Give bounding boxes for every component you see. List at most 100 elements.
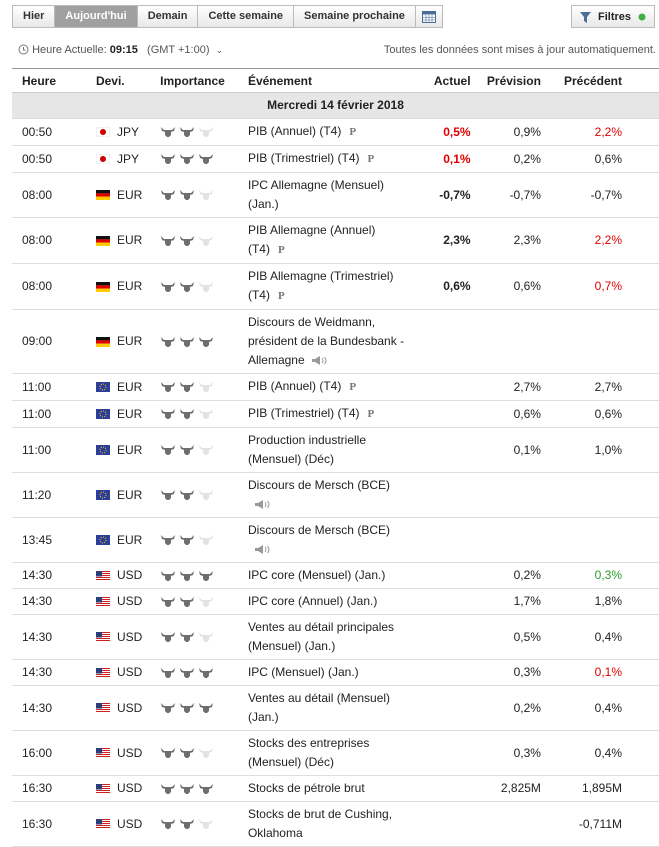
event-cell: Stocks de pétrole brut xyxy=(247,775,424,802)
actual: 0,5% xyxy=(443,124,471,139)
forecast-cell xyxy=(474,472,545,518)
event-row[interactable]: 11:00 EUR PIB (Trimestriel) (T4) P 0,6% 0,6% xyxy=(12,400,659,428)
tab[interactable]: Cette semaine xyxy=(197,5,294,28)
tab[interactable]: Hier xyxy=(12,5,55,28)
previous-cell: 0,6% xyxy=(544,145,659,173)
event-row[interactable]: 00:50 JPY PIB (Annuel) (T4) P 0,5% 0,9% 2,2% xyxy=(12,118,659,146)
event-row[interactable]: 11:20 EUR Discours de Mersch (BCE) xyxy=(12,472,659,518)
event-row[interactable]: 08:00 EUR PIB Allemagne (Trimestriel) (T4)… xyxy=(12,263,659,310)
event-cell: PIB (Trimestriel) (T4) P xyxy=(247,400,424,428)
actual-cell xyxy=(423,801,475,847)
currency-cell: EUR xyxy=(95,472,161,518)
actual-cell: 0,5% xyxy=(423,118,475,146)
importance-icon xyxy=(199,235,214,246)
tab[interactable]: Semaine prochaine xyxy=(293,5,415,28)
event-row[interactable]: 14:30 USD Ventes au détail principales (Me… xyxy=(12,614,659,660)
actual-cell xyxy=(423,400,475,428)
event[interactable]: Production industrielle (Mensuel) (Déc) xyxy=(247,433,367,466)
flag xyxy=(95,667,110,678)
currency-cell: USD xyxy=(95,801,161,847)
event[interactable]: Stocks de brut de Cushing, Oklahoma xyxy=(247,807,393,840)
previous-cell: -0,7% xyxy=(544,172,659,218)
tab[interactable]: Demain xyxy=(136,5,198,28)
event[interactable]: Ventes au détail (Mensuel) (Jan.) xyxy=(247,691,391,724)
forecast: 0,3% xyxy=(513,665,541,679)
event[interactable]: Discours de Mersch (BCE) xyxy=(247,478,390,492)
date: Mercredi 14 février 2018 xyxy=(12,92,659,119)
forecast-cell: 0,6% xyxy=(474,263,545,310)
time: 16:30 xyxy=(12,801,96,847)
currency-cell: USD xyxy=(95,730,161,776)
flag xyxy=(95,190,110,201)
forecast-cell: -0,7% xyxy=(474,172,545,218)
previous: 0,1% xyxy=(594,665,622,679)
tab[interactable]: Aujourd'hui xyxy=(54,5,137,28)
event-row[interactable]: 11:00 EUR Production industrielle (Mensuel… xyxy=(12,427,659,473)
flag xyxy=(95,748,110,759)
event[interactable]: IPC (Mensuel) (Jan.) xyxy=(247,665,359,679)
actual-cell xyxy=(423,517,475,563)
event-row[interactable]: 08:00 EUR PIB Allemagne (Annuel) (T4) P 2,3%… xyxy=(12,217,659,264)
event-row[interactable]: 14:30 USD IPC core (Annuel) (Jan.) 1,7% 1,8% xyxy=(12,588,659,615)
event[interactable]: IPC core (Mensuel) (Jan.) xyxy=(247,568,386,582)
currency-cell: USD xyxy=(95,775,161,802)
filters-button[interactable]: Filtres xyxy=(571,5,655,28)
event-row[interactable]: 14:30 USD IPC (Mensuel) (Jan.) 0,3% 0,1% xyxy=(12,659,659,686)
speech-icon xyxy=(311,353,329,367)
event[interactable]: Stocks de pétrole brut xyxy=(247,781,365,795)
currency: EUR xyxy=(116,487,143,502)
event-cell: IPC core (Mensuel) (Jan.) xyxy=(247,562,424,589)
event[interactable]: IPC core (Annuel) (Jan.) xyxy=(247,594,378,608)
importance xyxy=(160,588,248,615)
badge: P xyxy=(277,290,285,302)
flag xyxy=(95,382,110,393)
currency: USD xyxy=(116,816,143,831)
event[interactable]: Stocks des entreprises (Mensuel) (Déc) xyxy=(247,736,370,769)
previous-cell: 0,3% xyxy=(544,562,659,589)
importance-icon xyxy=(199,490,214,501)
forecast-cell: 2,3% xyxy=(474,217,545,264)
event-row[interactable]: 13:45 EUR Discours de Mersch (BCE) xyxy=(12,517,659,563)
previous-cell: 0,4% xyxy=(544,614,659,660)
event-row[interactable]: 14:30 USD IPC core (Mensuel) (Jan.) 0,2% 0,3… xyxy=(12,562,659,589)
event[interactable]: Ventes au détail principales (Mensuel) (… xyxy=(247,620,395,653)
importance-level xyxy=(160,746,217,760)
currency: JPY xyxy=(116,151,139,166)
event-row[interactable]: 08:00 EUR IPC Allemagne (Mensuel) (Jan.) -0… xyxy=(12,172,659,218)
previous-cell: 1,895M xyxy=(544,775,659,802)
importance-icon xyxy=(199,281,214,292)
calendar-button[interactable] xyxy=(414,5,443,28)
flag xyxy=(95,336,110,347)
importance-level xyxy=(160,568,217,582)
time: 14:30 xyxy=(12,562,96,589)
event[interactable]: PIB (Trimestriel) (T4) xyxy=(247,406,360,420)
importance-icon xyxy=(180,127,195,138)
event[interactable]: PIB (Trimestriel) (T4) xyxy=(247,151,360,165)
event[interactable]: PIB Allemagne (Trimestriel) (T4) xyxy=(247,269,394,302)
event-row[interactable]: 09:00 EUR Discours de Weidmann, président … xyxy=(12,309,659,374)
flag xyxy=(95,703,110,714)
importance-icon xyxy=(161,235,176,246)
importance-icon xyxy=(161,667,176,678)
event-row[interactable]: 16:00 USD Stocks des entreprises (Mensuel)… xyxy=(12,730,659,776)
event[interactable]: IPC Allemagne (Mensuel) (Jan.) xyxy=(247,178,385,211)
actual: 0,1% xyxy=(443,151,471,166)
event-row[interactable]: 00:50 JPY PIB (Trimestriel) (T4) P 0,1% 0,2% 0… xyxy=(12,145,659,173)
importance-icon xyxy=(161,490,176,501)
actual-cell xyxy=(423,472,475,518)
previous: 1,8% xyxy=(594,594,622,608)
event[interactable]: PIB Allemagne (Annuel) (T4) xyxy=(247,223,376,256)
event[interactable]: Discours de Mersch (BCE) xyxy=(247,523,390,537)
event-row[interactable]: 16:30 USD Stocks de pétrole brut 2,825M 1,89… xyxy=(12,775,659,802)
forecast-cell: 0,2% xyxy=(474,685,545,731)
event[interactable]: PIB (Annuel) (T4) xyxy=(247,124,342,138)
event-row[interactable]: 11:00 EUR PIB (Annuel) (T4) P 2,7% 2,7% xyxy=(12,373,659,401)
importance-icon xyxy=(199,535,214,546)
zone[interactable]: (GMT +1:00) xyxy=(147,44,210,56)
importance xyxy=(160,614,248,660)
event-row[interactable]: 14:30 USD Ventes au détail (Mensuel) (Jan.… xyxy=(12,685,659,731)
event[interactable]: Discours de Weidmann, président de la Bu… xyxy=(247,315,405,367)
event[interactable]: PIB (Annuel) (T4) xyxy=(247,379,342,393)
forecast: 0,2% xyxy=(513,568,541,582)
event-row[interactable]: 16:30 USD Stocks de brut de Cushing, Oklah… xyxy=(12,801,659,847)
